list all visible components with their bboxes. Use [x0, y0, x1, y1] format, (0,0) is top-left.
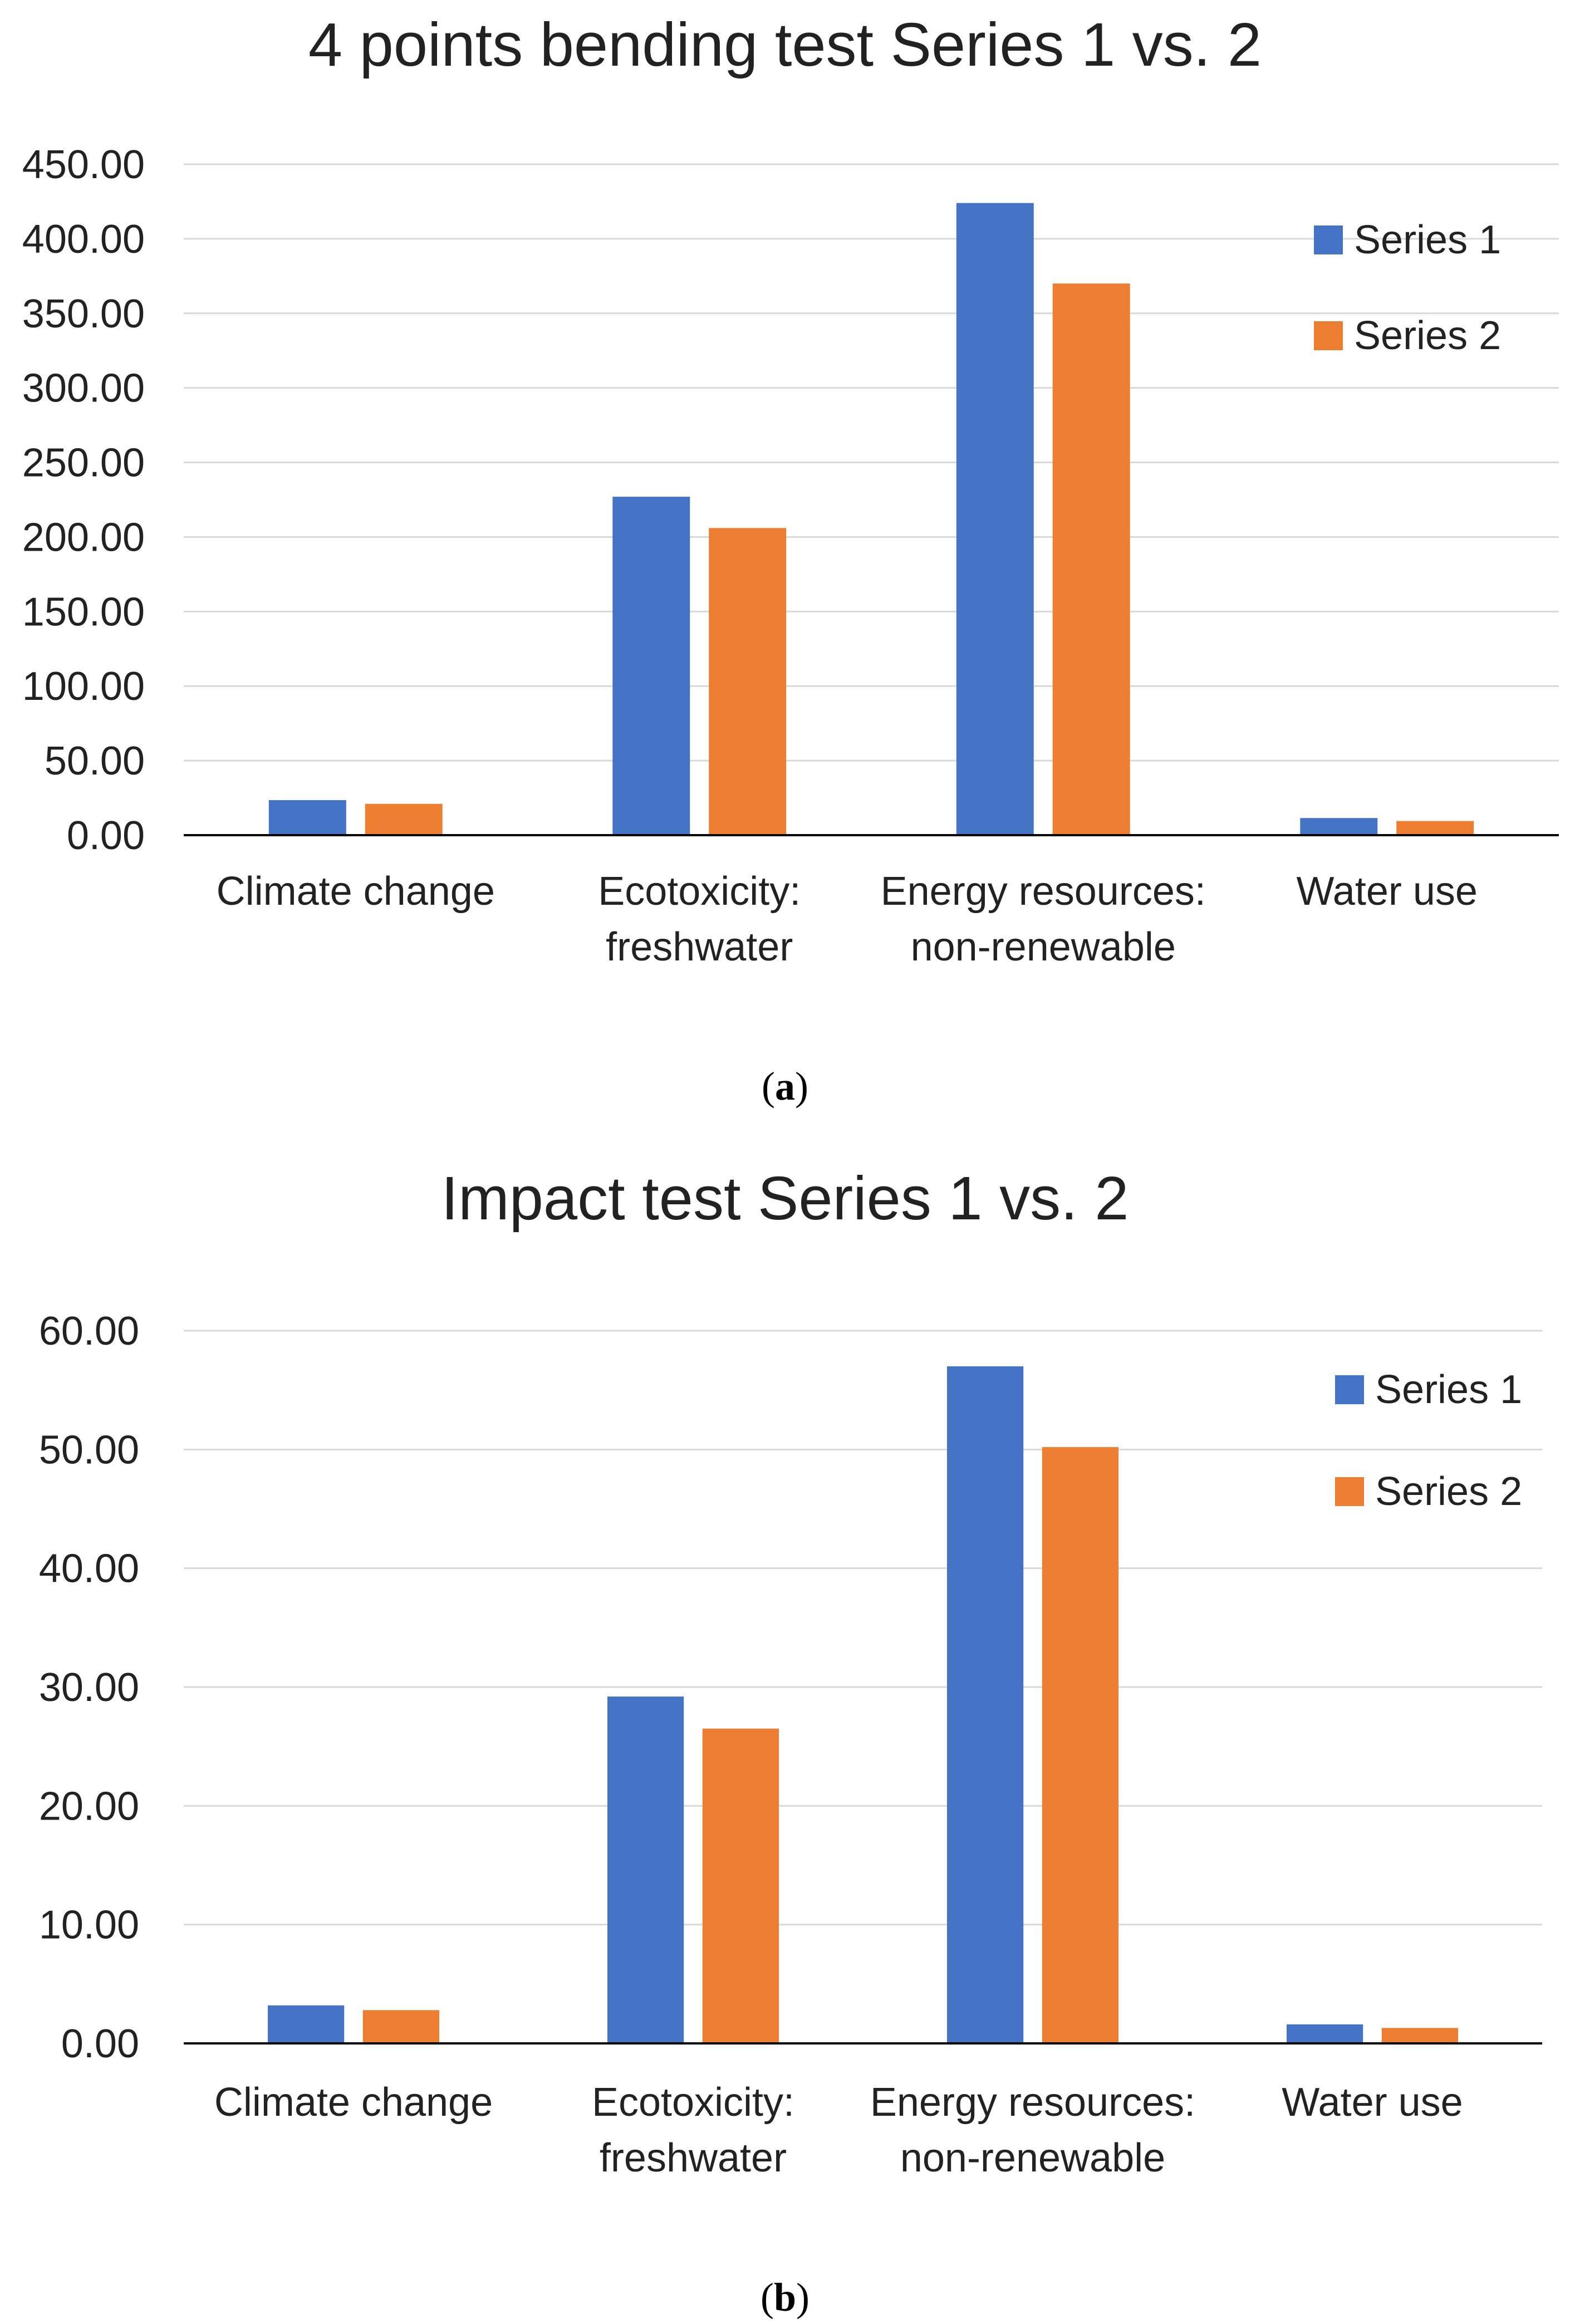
chart-a-bar-series1 [612, 497, 690, 835]
chart-b-caption-letter: b [774, 2275, 796, 2320]
chart-b-category-label: Water use [1282, 2080, 1463, 2125]
chart-b-category-label: Energy resources: non-renewable [870, 2080, 1195, 2180]
chart-a-bar-series2 [709, 528, 787, 835]
chart-a-bar-series2 [1396, 821, 1474, 835]
chart-b-gridlines [184, 1330, 1542, 1926]
chart-a-bars [268, 203, 1474, 836]
chart-b-caption: (b) [761, 2275, 809, 2320]
chart-b-legend-swatch-series2 [1335, 1477, 1364, 1506]
chart-a-y-tick-label: 350.00 [22, 292, 145, 336]
chart-b-legend-swatch-series1 [1335, 1375, 1364, 1404]
chart-b-legend-label-series2: Series 2 [1375, 1469, 1522, 1514]
chart-b-y-tick-label: 40.00 [39, 1547, 139, 1591]
chart-a-y-tick-label: 300.00 [22, 366, 145, 411]
chart-b-category-label: Ecotoxicity: freshwater [592, 2080, 794, 2180]
chart-b-bar-series2 [1042, 1447, 1119, 2043]
chart-a-bar-series2 [1052, 283, 1130, 835]
chart-b-y-tick-labels: 0.00 10.00 20.00 30.00 40.00 50.00 60.00 [39, 1309, 139, 2066]
chart-a-legend-label-series1: Series 1 [1354, 218, 1501, 262]
chart-b-legend: Series 1 Series 2 [1335, 1367, 1522, 1514]
chart-a-y-tick-label: 150.00 [22, 590, 145, 634]
chart-a-category-label: Water use [1297, 869, 1478, 914]
chart-b-bar-series2 [362, 2010, 440, 2043]
chart-a-category-label: Climate change [217, 869, 495, 914]
chart-a-y-tick-label: 100.00 [22, 664, 145, 709]
chart-a-category-label: Energy resources: non-renewable [881, 869, 1206, 969]
chart-b-impact-test: Impact test Series 1 vs. 2 0.00 10.00 20.0… [39, 1164, 1542, 2320]
chart-b-y-tick-label: 50.00 [39, 1428, 139, 1472]
chart-b-bar-series2 [1381, 2028, 1459, 2043]
chart-b-bar-series2 [702, 1728, 779, 2043]
chart-a-y-tick-label: 200.00 [22, 515, 145, 560]
chart-b-category-labels: Climate change Ecotoxicity: freshwater Ener… [214, 2080, 1463, 2180]
chart-b-bar-series1 [946, 1366, 1024, 2043]
chart-b-bar-series1 [607, 1697, 684, 2043]
chart-a-y-tick-label: 250.00 [22, 441, 145, 486]
chart-a-y-tick-label: 50.00 [45, 739, 145, 783]
chart-a-bending-test: 4 points bending test Series 1 vs. 2 0.0… [22, 11, 1559, 1109]
chart-b-bar-series1 [1286, 2024, 1363, 2043]
chart-a-gridlines [184, 163, 1559, 762]
chart-b-title: Impact test Series 1 vs. 2 [441, 1164, 1129, 1233]
chart-a-category-labels: Climate change Ecotoxicity: freshwater Ener… [217, 869, 1478, 969]
chart-a-bar-series1 [268, 800, 346, 835]
chart-b-category-label: Climate change [214, 2080, 493, 2125]
chart-a-legend-swatch-series1 [1314, 225, 1343, 254]
chart-a-category-label: Ecotoxicity: freshwater [598, 869, 801, 969]
chart-a-y-tick-label: 0.00 [67, 813, 145, 858]
chart-b-legend-label-series1: Series 1 [1375, 1367, 1522, 1412]
chart-b-y-tick-label: 0.00 [61, 2022, 139, 2066]
chart-a-y-tick-label: 450.00 [22, 143, 145, 187]
chart-a-bar-series1 [1300, 818, 1378, 835]
chart-a-caption-letter: a [775, 1064, 795, 1109]
chart-b-bar-series1 [267, 2005, 345, 2043]
chart-a-y-tick-labels: 0.00 50.00 100.00 150.00 200.00 250.00 300.00 3… [22, 143, 145, 858]
chart-a-legend-label-series2: Series 2 [1354, 313, 1501, 358]
chart-b-y-tick-label: 60.00 [39, 1309, 139, 1354]
chart-b-y-tick-label: 30.00 [39, 1665, 139, 1710]
chart-a-caption: (a) [762, 1064, 808, 1109]
chart-a-legend: Series 1 Series 2 [1314, 218, 1501, 358]
chart-b-y-tick-label: 10.00 [39, 1903, 139, 1948]
chart-a-bar-series1 [956, 203, 1034, 836]
chart-b-bars [267, 1366, 1459, 2043]
chart-a-y-tick-label: 400.00 [22, 217, 145, 262]
chart-a-title: 4 points bending test Series 1 vs. 2 [308, 11, 1262, 79]
chart-b-y-tick-label: 20.00 [39, 1784, 139, 1828]
chart-a-bar-series2 [365, 803, 443, 835]
chart-a-legend-swatch-series2 [1314, 321, 1343, 350]
